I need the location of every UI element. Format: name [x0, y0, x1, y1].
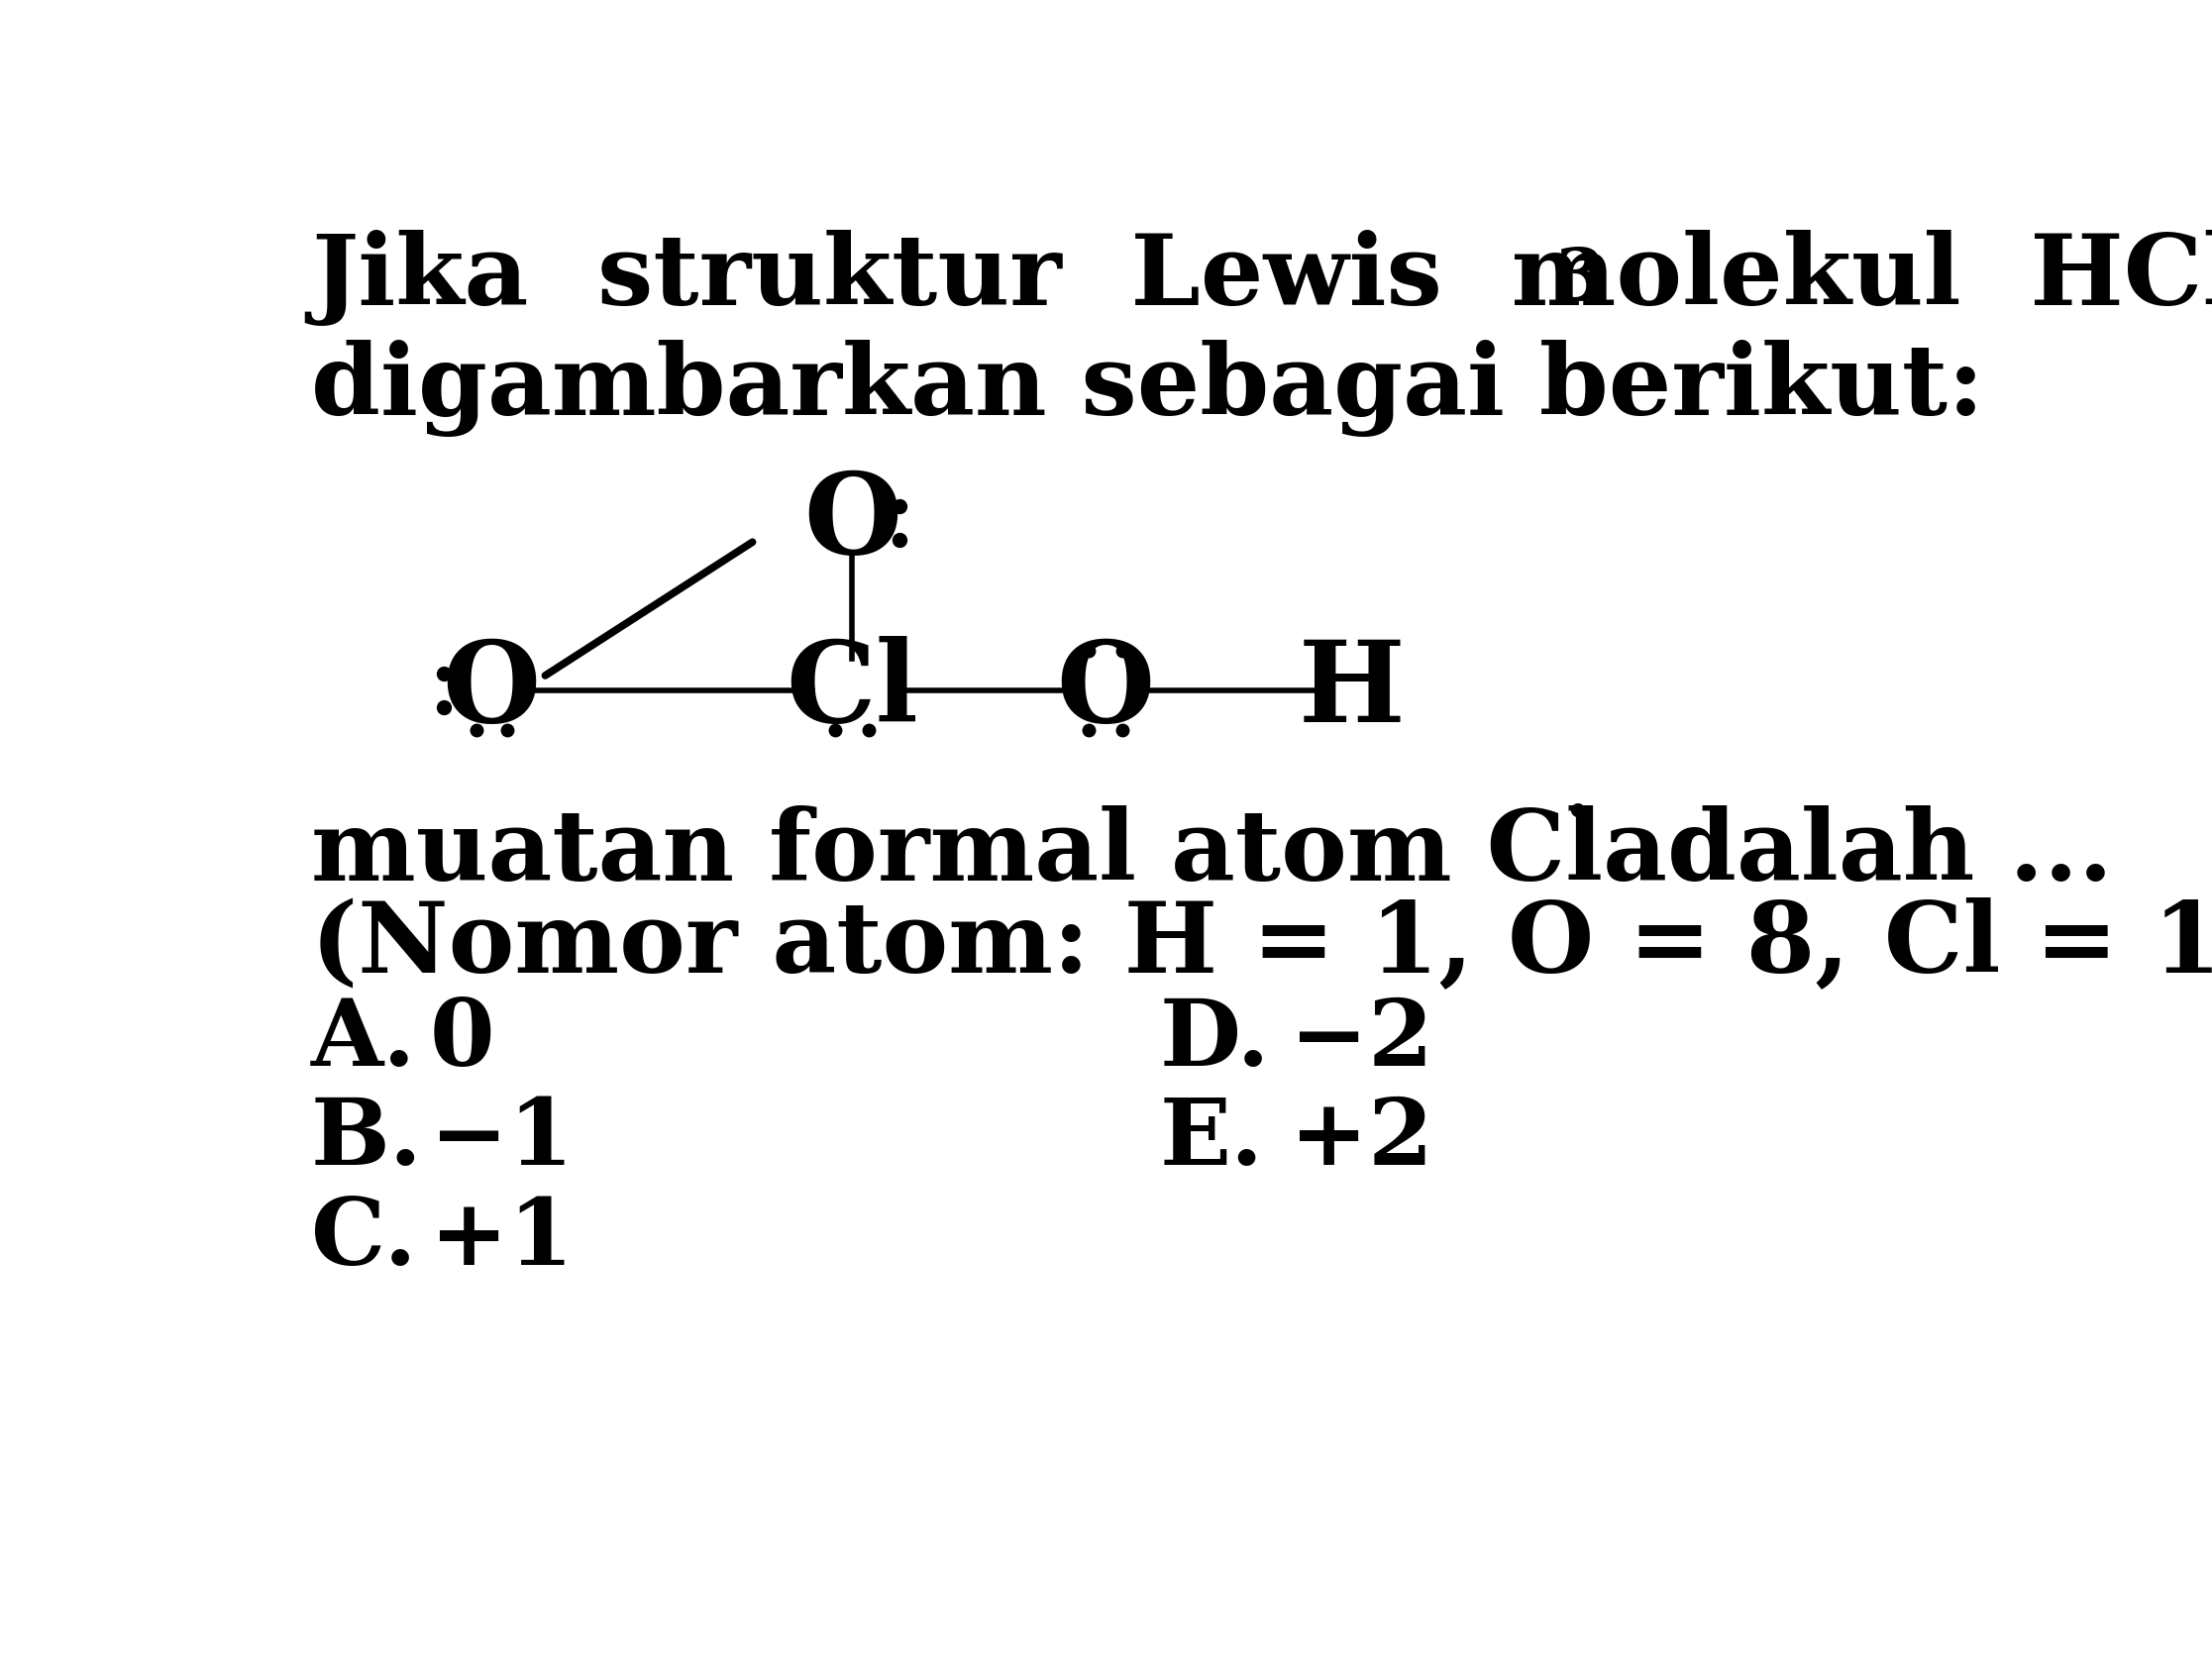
- Text: O: O: [1057, 635, 1155, 746]
- Text: Jika  struktur  Lewis  molekul  HClO: Jika struktur Lewis molekul HClO: [312, 230, 2212, 325]
- Text: +1: +1: [429, 1195, 573, 1284]
- Text: B.: B.: [312, 1094, 422, 1185]
- Text: A.: A.: [312, 996, 416, 1084]
- Text: E.: E.: [1159, 1094, 1263, 1185]
- Text: H: H: [1298, 635, 1405, 746]
- Text: Cl: Cl: [785, 635, 918, 746]
- Text: D.: D.: [1159, 996, 1270, 1084]
- Text: +2: +2: [1290, 1094, 1433, 1185]
- Text: C.: C.: [312, 1195, 416, 1284]
- Text: muatan formal atom Cl̇adalah ...: muatan formal atom Cl̇adalah ...: [312, 804, 2112, 902]
- Text: O: O: [803, 468, 900, 578]
- Text: 0: 0: [429, 996, 495, 1084]
- Text: (Nomor atom: H = 1, O = 8, Cl = 17): (Nomor atom: H = 1, O = 8, Cl = 17): [312, 897, 2212, 992]
- Text: −1: −1: [429, 1094, 573, 1185]
- Text: −2: −2: [1290, 996, 1433, 1084]
- Text: 3: 3: [1555, 245, 1604, 315]
- Text: O: O: [442, 635, 540, 746]
- Text: digambarkan sebagai berikut:: digambarkan sebagai berikut:: [312, 340, 1984, 437]
